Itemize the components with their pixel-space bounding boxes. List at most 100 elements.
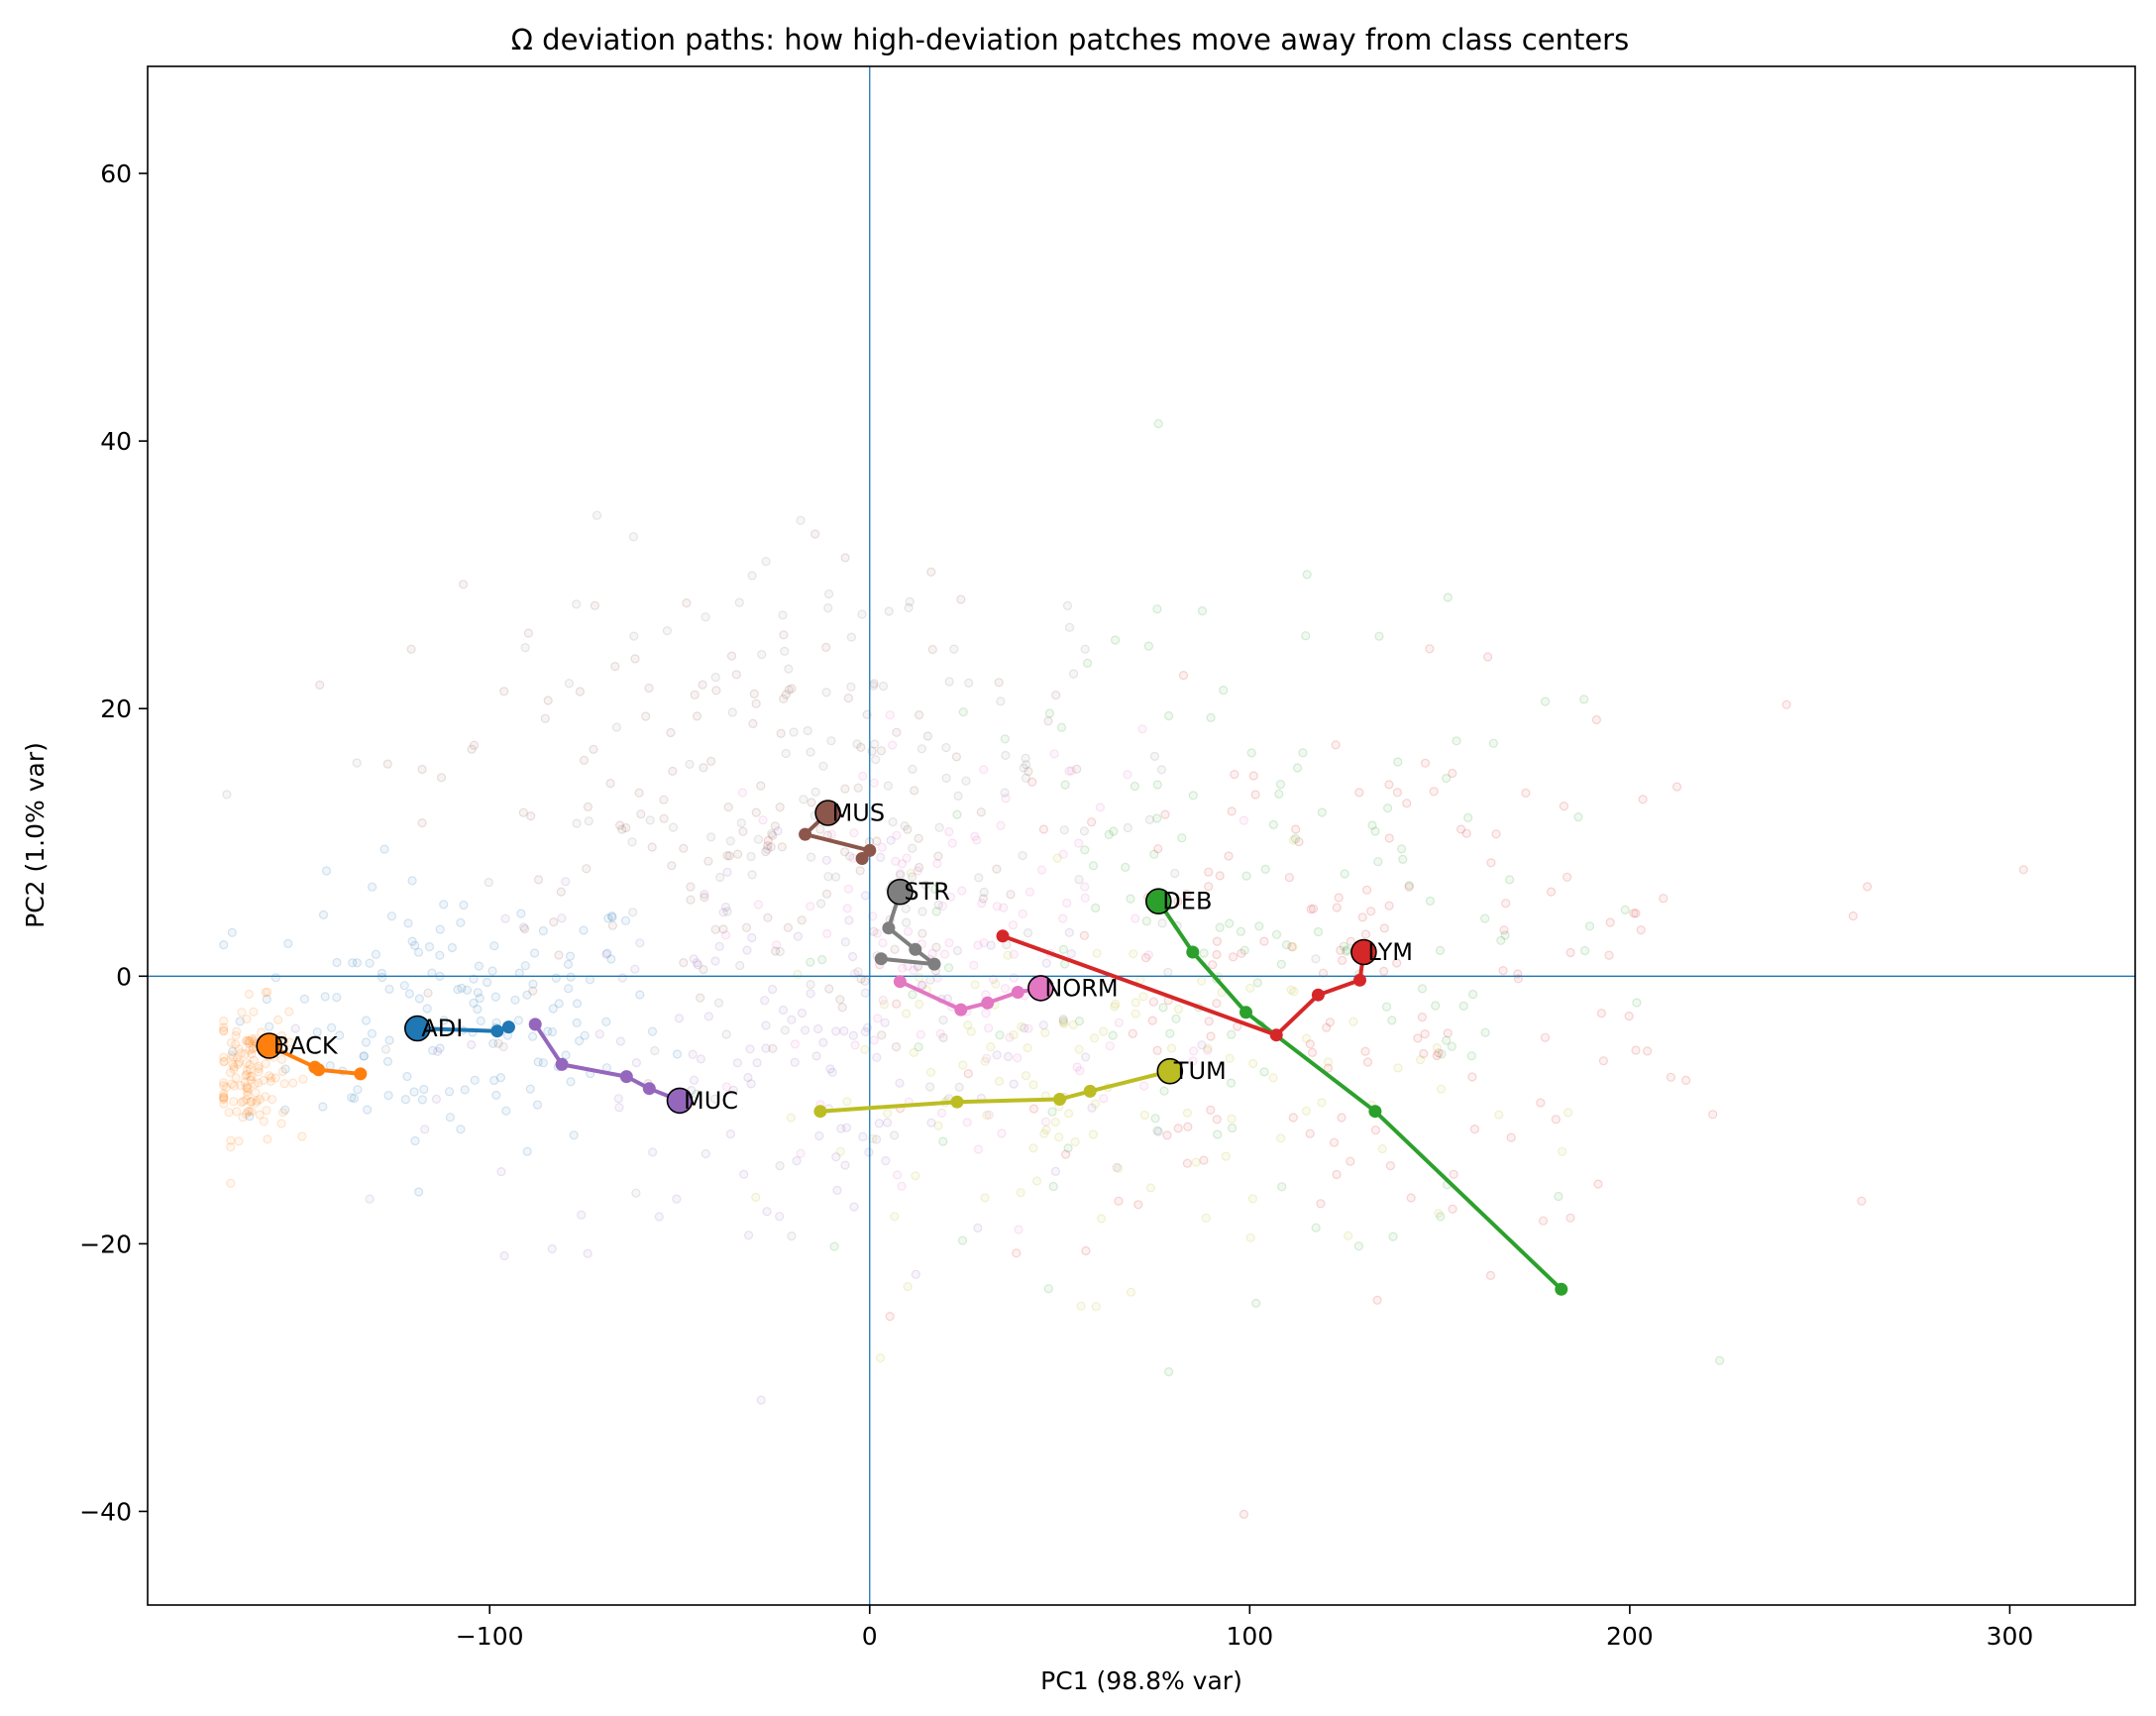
background-point-muc <box>849 1202 859 1212</box>
background-point-lym <box>1565 1213 1575 1223</box>
background-point-adi <box>551 973 561 983</box>
background-point-tum <box>1248 1058 1258 1069</box>
background-point-norm <box>897 859 908 869</box>
background-point-mus <box>698 680 707 690</box>
background-point-str <box>944 677 954 687</box>
background-point-back <box>229 1064 239 1074</box>
background-point-deb <box>1388 1232 1398 1241</box>
background-point-muc <box>880 1018 890 1027</box>
background-point-deb <box>829 1241 839 1251</box>
background-point-mus <box>748 718 758 729</box>
background-point-norm <box>868 912 878 921</box>
background-point-lym <box>1384 901 1394 911</box>
background-point-deb <box>1226 1078 1237 1088</box>
background-point-mus <box>840 553 850 563</box>
background-point-tum <box>1089 1033 1100 1043</box>
background-point-muc <box>365 1194 375 1204</box>
background-point-muc <box>614 1103 624 1113</box>
background-point-tum <box>1050 1117 1060 1127</box>
background-point-back <box>254 1067 264 1077</box>
class-label-norm: NORM <box>1044 974 1118 1002</box>
background-point-back <box>246 1072 256 1082</box>
background-point-norm <box>892 1170 903 1180</box>
background-point-deb <box>1620 905 1630 915</box>
background-point-adi <box>572 1018 582 1028</box>
background-point-tum <box>1221 1151 1231 1161</box>
background-point-lym <box>1469 1124 1480 1134</box>
background-point-tum <box>879 1000 890 1010</box>
background-point-deb <box>1339 941 1348 951</box>
background-point-adi <box>403 918 413 928</box>
background-point-muc <box>760 996 770 1006</box>
background-point-muc <box>1041 958 1051 968</box>
background-point-back <box>255 1110 265 1120</box>
background-point-mus <box>417 817 427 828</box>
background-point-back <box>234 1136 244 1146</box>
background-point-mus <box>382 759 392 769</box>
background-point-deb <box>1584 921 1595 931</box>
y-tick-label: 20 <box>100 695 132 723</box>
background-point-norm <box>869 1035 879 1045</box>
background-point-deb <box>1277 1182 1287 1192</box>
background-point-adi <box>265 1021 274 1031</box>
background-point-back <box>245 1064 255 1074</box>
background-point-lym <box>1173 897 1183 907</box>
background-point-lym <box>1038 824 1049 834</box>
background-point-norm <box>772 940 782 950</box>
series-adi: ADI <box>403 1015 515 1042</box>
background-point-norm <box>984 1023 994 1033</box>
background-point-deb <box>1171 1014 1181 1023</box>
background-point-str <box>823 872 833 882</box>
background-point-mus <box>766 842 776 852</box>
background-point-mus <box>1024 766 1033 777</box>
class-center-muc <box>666 1087 694 1115</box>
background-point-back <box>255 1094 265 1105</box>
background-point-back <box>251 1088 261 1098</box>
background-point-deb <box>1396 844 1407 854</box>
background-point-adi <box>400 1094 410 1105</box>
background-point-adi <box>414 1187 424 1197</box>
background-point-adi <box>361 1037 372 1047</box>
background-point-lym <box>1598 1056 1609 1066</box>
background-point-str <box>520 642 530 653</box>
background-point-muc <box>692 958 701 968</box>
background-point-back <box>236 1080 246 1091</box>
background-point-adi <box>514 968 524 978</box>
background-point-adi <box>422 1004 432 1014</box>
background-point-tum <box>1201 1213 1211 1224</box>
background-point-norm <box>892 830 902 840</box>
background-point-muc <box>1080 1052 1091 1062</box>
background-point-adi <box>359 1051 369 1061</box>
background-point-muc <box>745 1044 755 1054</box>
background-point-lym <box>1671 782 1682 792</box>
background-point-muc <box>762 1207 772 1217</box>
path-point-deb <box>1555 1282 1568 1296</box>
background-point-lym <box>1360 1046 1370 1056</box>
background-point-str <box>736 817 746 828</box>
path-point-lym <box>996 929 1010 943</box>
background-point-back <box>219 1016 229 1026</box>
background-point-lym <box>1329 1137 1340 1147</box>
background-point-mus <box>575 687 586 697</box>
background-point-str <box>1021 753 1030 763</box>
background-point-tum <box>1301 1106 1312 1117</box>
background-point-lym <box>1432 1050 1442 1061</box>
background-point-adi <box>554 999 564 1009</box>
path-point-lym <box>1269 1028 1283 1042</box>
background-point-mus <box>583 802 593 812</box>
background-point-norm <box>997 1128 1007 1138</box>
background-point-muc <box>557 913 567 923</box>
background-point-muc <box>858 1131 868 1142</box>
background-point-mus <box>686 895 696 905</box>
background-point-adi <box>483 977 492 988</box>
background-point-norm <box>1105 1041 1115 1051</box>
background-point-adi <box>620 915 631 925</box>
background-point-adi <box>513 1016 524 1025</box>
background-point-adi <box>566 972 576 982</box>
plot-area-background <box>148 66 2135 1605</box>
background-point-str <box>592 510 602 520</box>
class-center-str <box>887 878 914 906</box>
background-point-mus <box>605 778 615 789</box>
background-point-norm <box>1066 766 1076 776</box>
background-point-adi <box>529 948 540 958</box>
